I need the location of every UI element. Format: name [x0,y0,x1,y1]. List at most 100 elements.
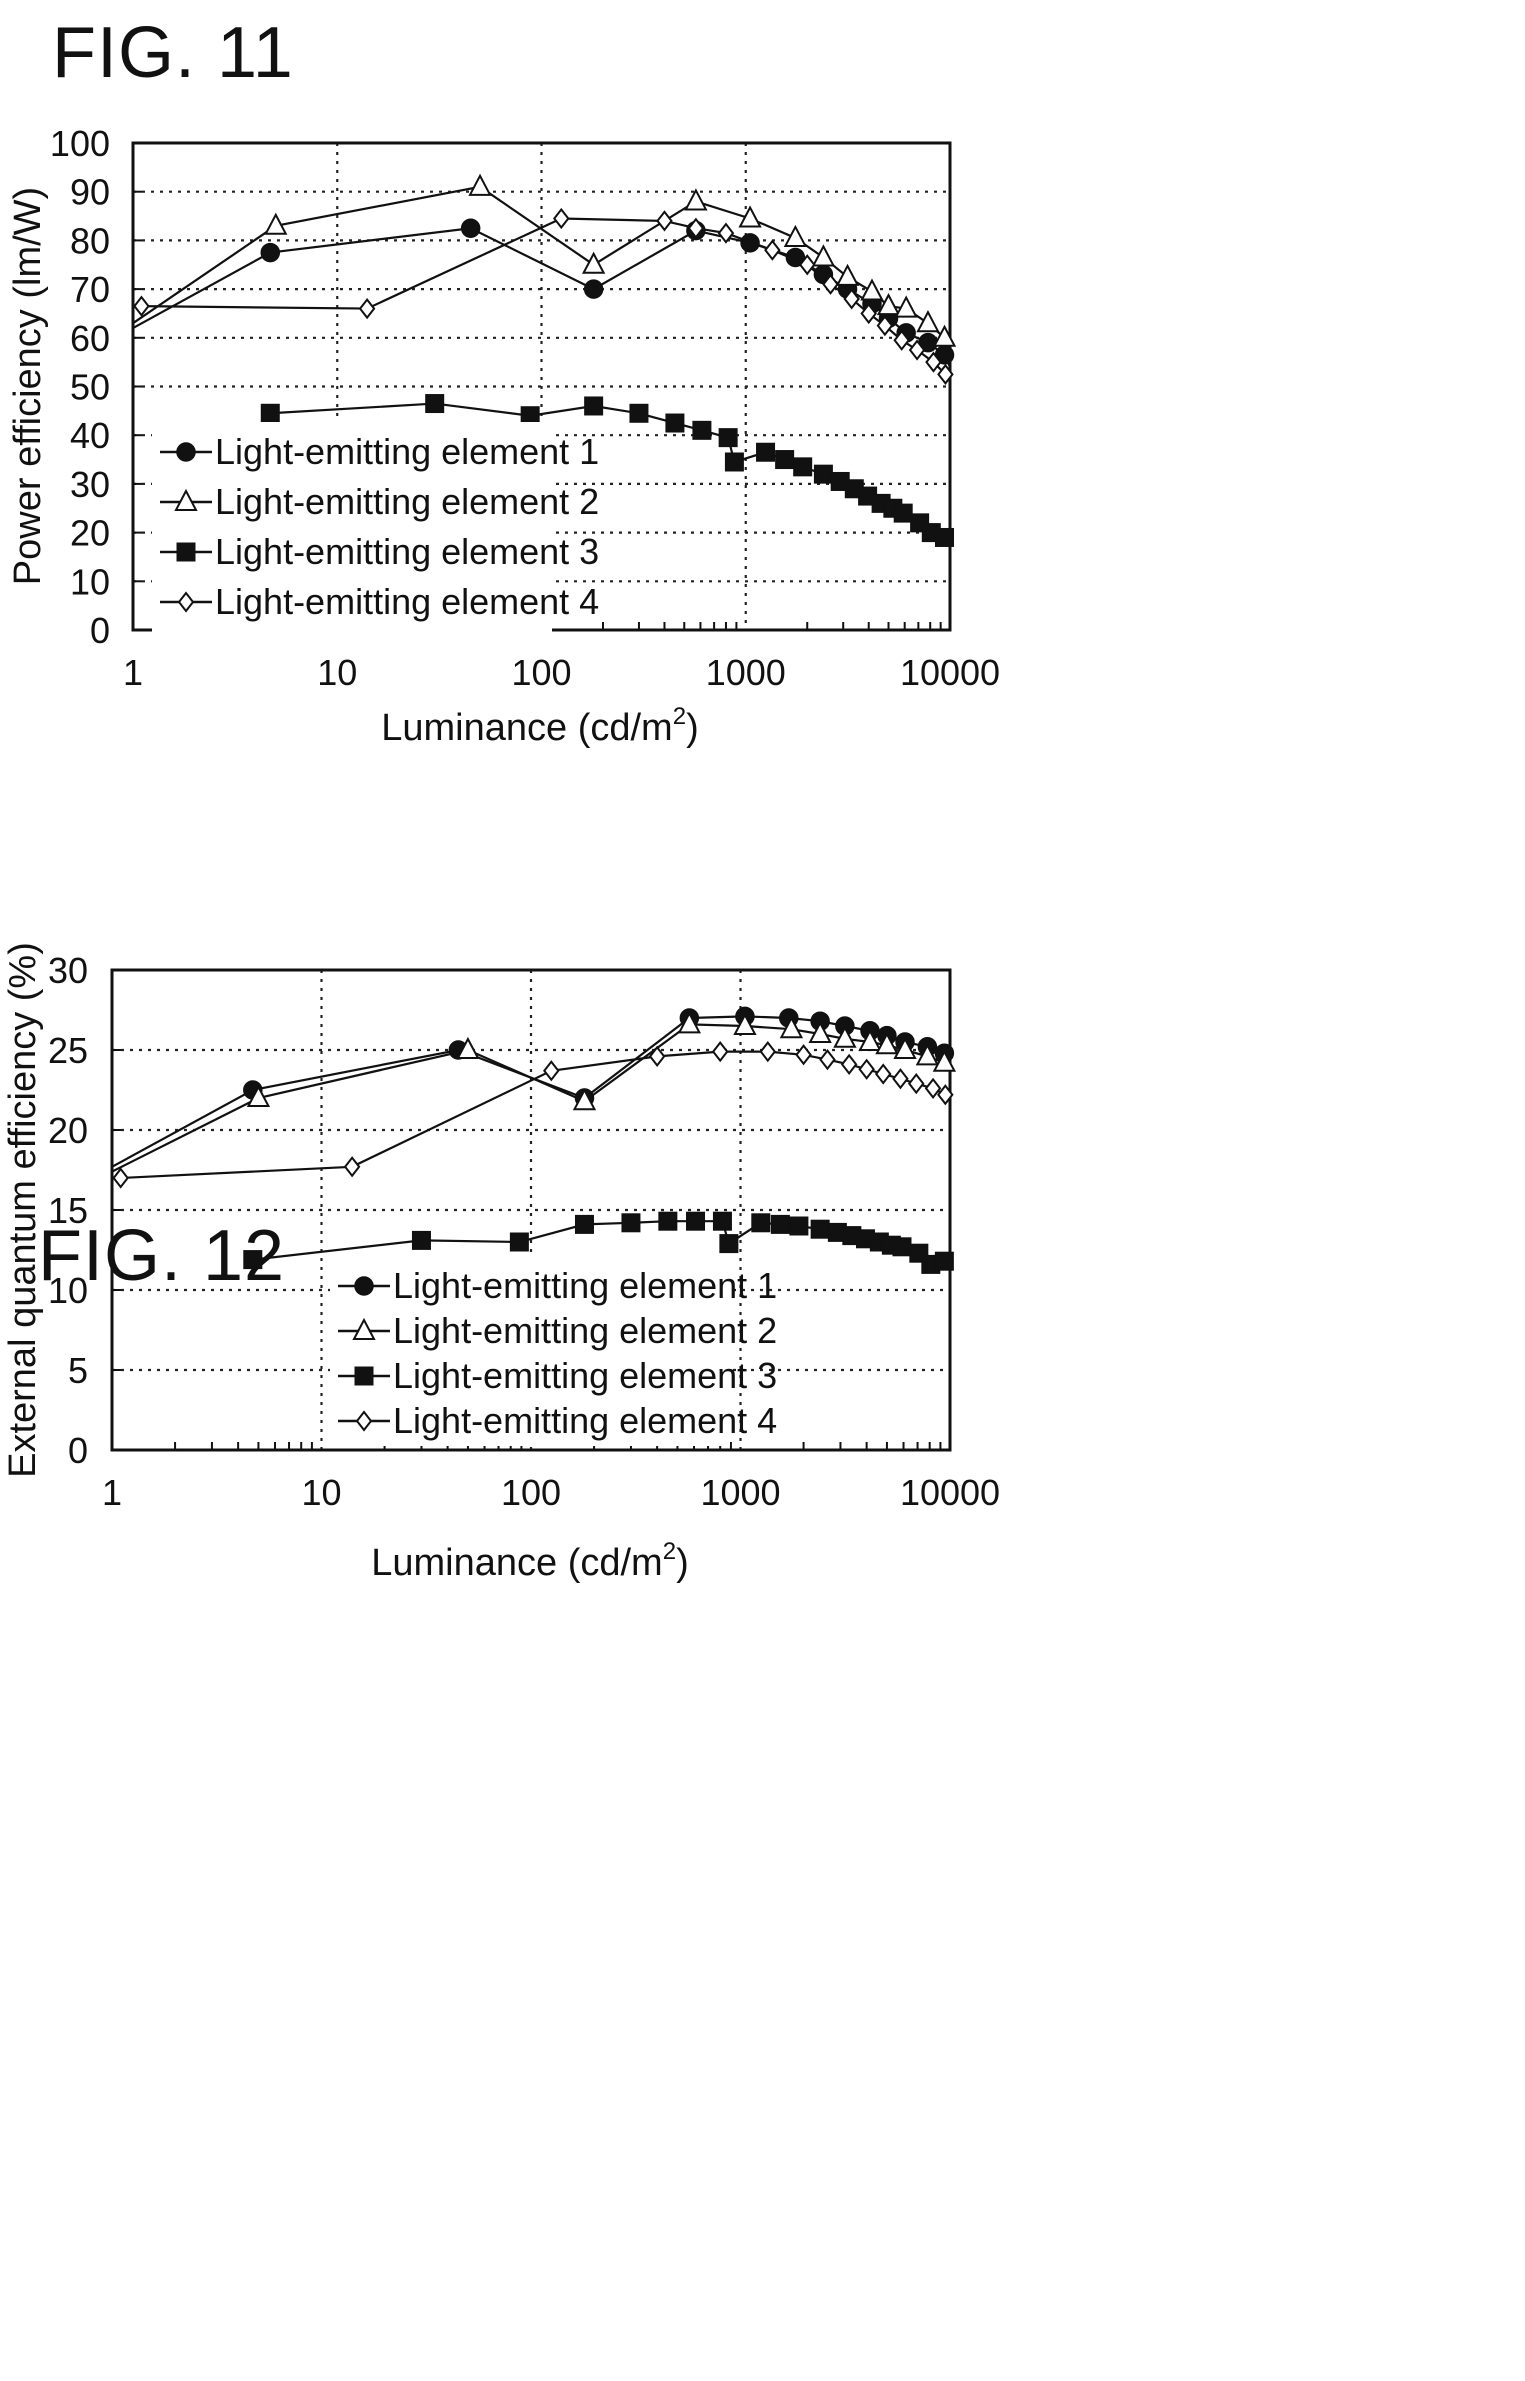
x-tick-label: 1000 [706,652,786,693]
data-point-triangle [860,278,884,301]
legend-item-3: Light-emitting element 3 [338,1355,777,1396]
legend-label: Light-emitting element 3 [393,1355,777,1396]
data-point-square [686,1211,706,1231]
data-point-diamond [843,288,860,310]
data-point-square [658,1211,678,1231]
fig12-series-4 [112,1040,954,1189]
legend-label: Light-emitting element 4 [215,581,599,622]
data-point-triangle [811,244,836,267]
data-point-triangle [876,292,901,316]
data-point-diamond [764,239,781,261]
legend-marker-circle [354,1276,374,1296]
legend-label: Light-emitting element 3 [215,531,599,572]
x-tick-label: 1 [123,652,143,693]
data-point-triangle [572,1088,597,1111]
fig11-x-axis-label: Luminance (cd/m2) [381,703,698,749]
data-point-square [621,1213,641,1233]
data-point-square [756,442,776,462]
legend-background [330,1256,730,1446]
data-point-triangle [916,310,940,333]
y-tick-label: 0 [68,1430,88,1471]
data-point-diamond [924,1077,942,1100]
data-point-diamond [937,363,954,385]
data-point-diamond [553,207,570,230]
data-point-triangle [932,324,957,347]
y-tick-label: 40 [70,415,110,456]
y-tick-label: 60 [70,318,110,359]
data-point-square [724,452,744,472]
legend-label: Light-emitting element 4 [393,1400,777,1441]
data-point-diamond [874,1063,892,1085]
y-tick-label: 0 [90,610,110,651]
data-point-triangle [833,1025,857,1048]
data-point-triangle [246,1084,271,1107]
data-point-square [751,1213,771,1233]
data-point-triangle [738,205,762,228]
x-tick-label: 1 [102,1472,122,1513]
series-line [120,1050,951,1180]
data-point-diamond [133,295,150,317]
data-point-square [789,1216,809,1236]
legend-marker-triangle [352,1317,376,1340]
data-point-square [718,428,738,448]
y-tick-label: 80 [70,220,110,261]
fig11-series-4 [133,207,954,385]
data-point-square [509,1232,529,1252]
legend-item-1: Light-emitting element 1 [160,431,599,472]
data-point-circle [583,279,604,299]
legend-marker-diamond [177,591,195,613]
data-point-diamond [717,222,735,244]
data-point-triangle [808,1020,832,1043]
y-tick-label: 90 [70,172,110,213]
data-point-square [893,503,913,523]
data-point-square [934,1251,954,1271]
y-tick-label: 20 [48,1110,88,1151]
data-point-diamond [908,339,926,361]
data-point-triangle [915,1043,940,1066]
legend-item-4: Light-emitting element 4 [338,1400,777,1441]
y-tick-label: 10 [48,1270,88,1311]
data-point-diamond [343,1156,361,1178]
legend-label: Light-emitting element 2 [393,1310,777,1351]
y-tick-label: 15 [48,1190,88,1231]
data-point-diamond [687,217,705,239]
data-point-diamond [648,1045,666,1068]
y-tick-label: 50 [70,367,110,408]
data-point-square [584,396,604,416]
data-point-diamond [795,1044,812,1066]
data-point-diamond [819,1048,836,1071]
legend-item-4: Light-emitting element 4 [160,581,599,622]
data-point-square [243,1250,263,1270]
x-tick-label: 10000 [900,1472,1000,1513]
data-point-diamond [656,210,673,232]
data-point-triangle [783,224,808,247]
data-point-square [770,1214,790,1234]
data-point-diamond [893,329,910,351]
y-tick-label: 10 [70,561,110,602]
x-tick-label: 10000 [900,652,1000,693]
legend-item-2: Light-emitting element 2 [338,1310,777,1351]
y-tick-label: 5 [68,1350,88,1391]
data-point-triangle [733,1012,757,1035]
y-tick-label: 30 [70,464,110,505]
data-point-square [574,1214,594,1234]
fig11-y-axis-label: Power efficiency (lm/W) [7,187,49,585]
fig12-y-axis-label: External quantum efficiency (%) [2,942,44,1478]
legend-marker-circle [176,442,196,462]
data-point-square [793,457,813,477]
legend-item-2: Light-emitting element 2 [160,481,599,522]
fig11-series-3 [260,394,955,547]
data-point-triangle [875,1032,899,1055]
legend-marker-square [354,1366,374,1386]
fig11-title: FIG. 11 [52,13,294,93]
data-point-diamond [711,1040,729,1063]
y-tick-label: 100 [50,123,110,164]
data-point-square [665,413,685,433]
legend-label: Light-emitting element 1 [393,1265,777,1306]
data-point-square [411,1230,431,1250]
data-point-diamond [858,1058,875,1080]
data-point-triangle [468,173,492,196]
